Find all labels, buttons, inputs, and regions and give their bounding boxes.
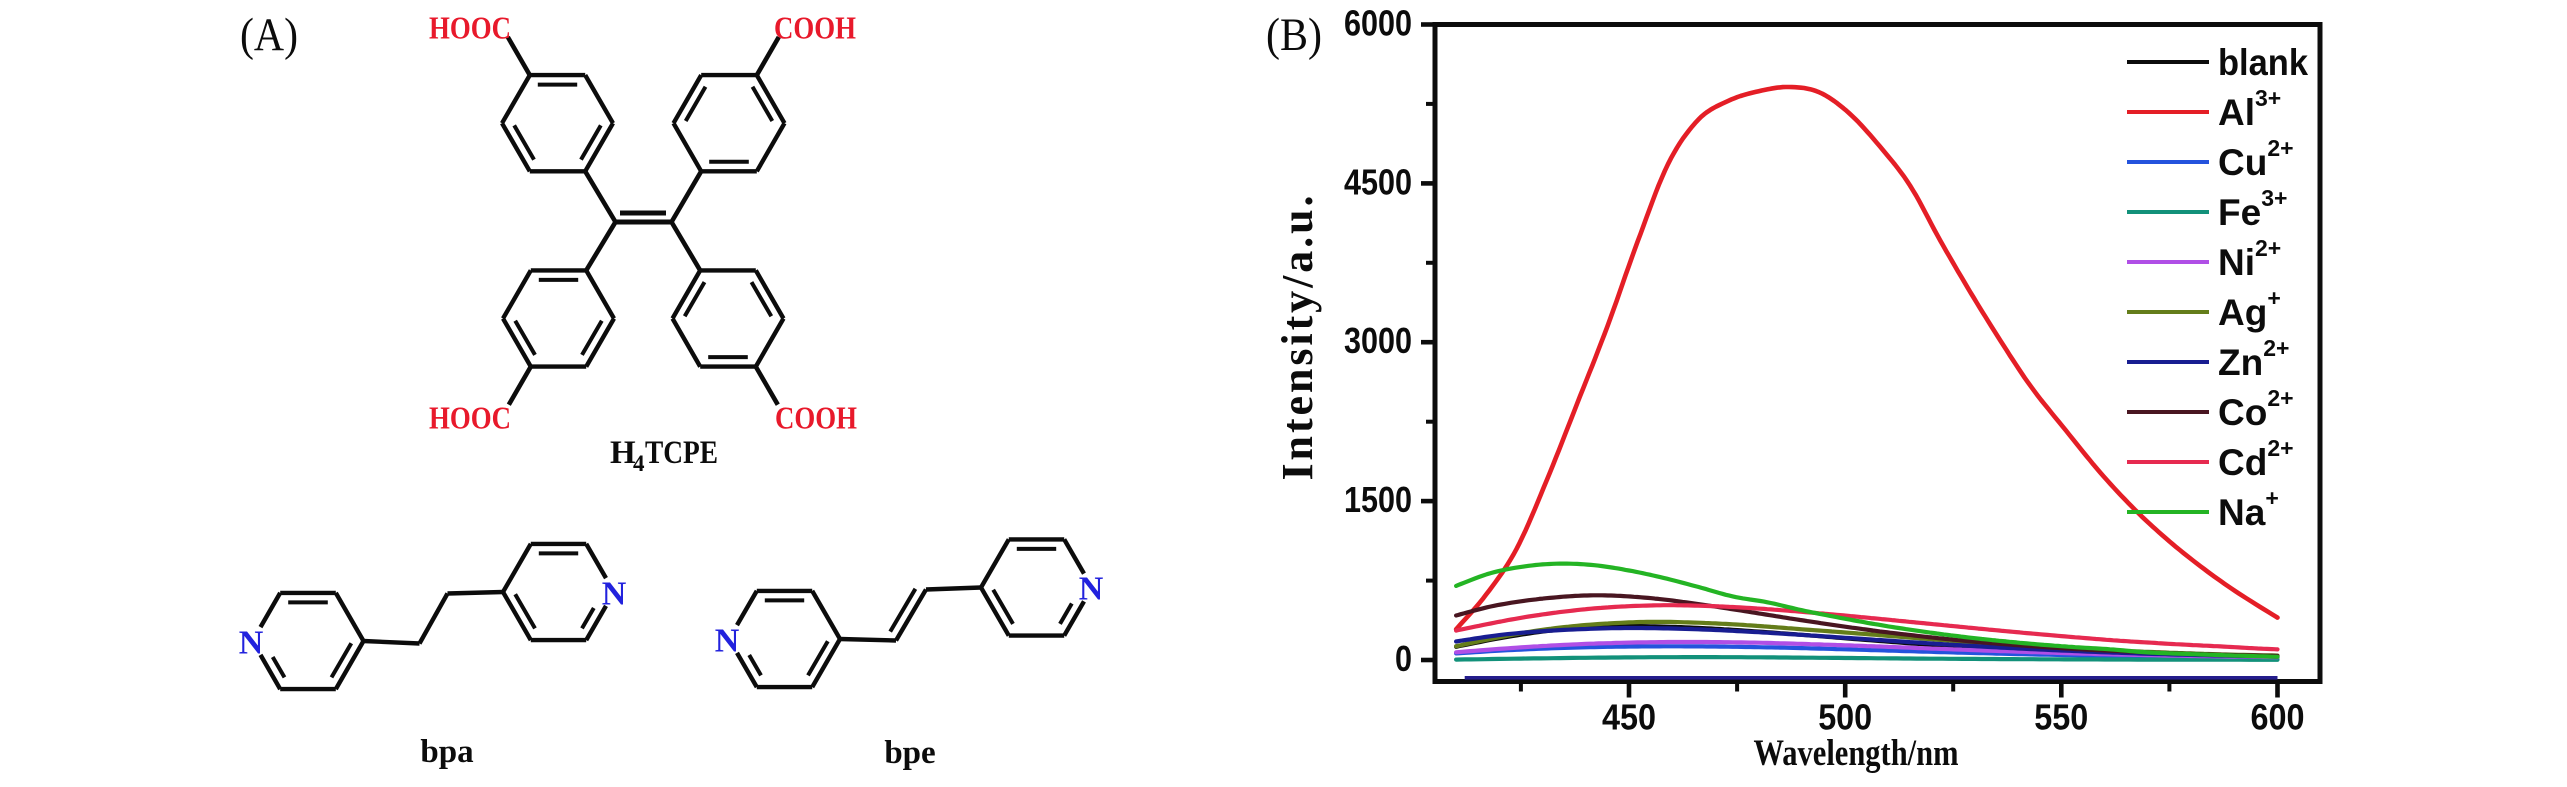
svg-text:3000: 3000 xyxy=(1344,320,1412,361)
svg-text:600: 600 xyxy=(2251,697,2305,738)
svg-text:Cd2+: Cd2+ xyxy=(2218,435,2294,483)
svg-text:Cu2+: Cu2+ xyxy=(2218,135,2294,183)
svg-text:6000: 6000 xyxy=(1344,3,1412,44)
svg-text:N: N xyxy=(715,623,740,660)
svg-text:(A): (A) xyxy=(240,9,298,61)
svg-text:550: 550 xyxy=(2034,697,2088,738)
svg-text:Wavelength/nm: Wavelength/nm xyxy=(1754,733,1959,774)
svg-text:H: H xyxy=(610,435,636,471)
svg-text:500: 500 xyxy=(1818,697,1872,738)
svg-text:TCPE: TCPE xyxy=(645,435,718,471)
svg-text:(B): (B) xyxy=(1266,9,1322,61)
svg-text:COOH: COOH xyxy=(774,10,856,46)
svg-text:4500: 4500 xyxy=(1344,161,1412,202)
svg-text:450: 450 xyxy=(1602,697,1656,738)
svg-text:HOOC: HOOC xyxy=(429,400,511,436)
svg-text:1500: 1500 xyxy=(1344,479,1412,520)
svg-text:HOOC: HOOC xyxy=(429,10,511,46)
svg-text:N: N xyxy=(602,576,627,613)
svg-text:0: 0 xyxy=(1395,638,1412,679)
svg-text:Intensity/a.u.: Intensity/a.u. xyxy=(1273,196,1322,481)
svg-text:bpe: bpe xyxy=(884,735,935,771)
svg-text:N: N xyxy=(239,625,264,662)
svg-text:blank: blank xyxy=(2218,42,2308,83)
svg-text:COOH: COOH xyxy=(775,400,857,436)
svg-text:N: N xyxy=(1079,571,1104,608)
svg-text:bpa: bpa xyxy=(420,734,473,770)
svg-text:4: 4 xyxy=(633,451,645,476)
